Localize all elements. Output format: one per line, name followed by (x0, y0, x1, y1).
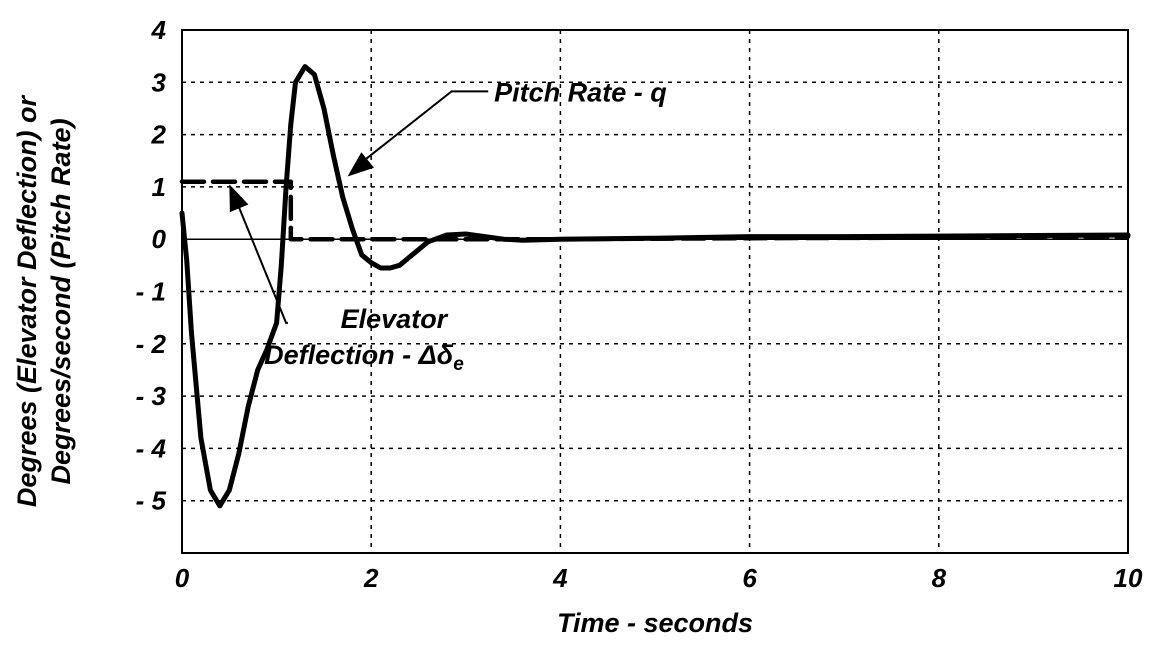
annotation-elevator-arrowhead (229, 184, 249, 213)
y-tick-label: 1 (152, 172, 166, 202)
y-axis-title-line1: Degrees (Elevator Deflection) or (12, 94, 42, 507)
y-tick-label: 4 (151, 15, 167, 45)
annotation-elevator-label-line1: Elevator (341, 304, 449, 334)
annotation-elevator-label-line2: Deflection - Δδe (264, 340, 464, 375)
x-axis-title: Time - seconds (557, 608, 753, 638)
x-tick-label: 0 (175, 563, 190, 593)
x-tick-label: 10 (1114, 563, 1143, 593)
y-tick-label: - 3 (136, 381, 167, 411)
plot-frame (181, 29, 1129, 554)
x-tick-label: 4 (552, 563, 568, 593)
annotation-elevator-label-subscript: e (453, 354, 464, 375)
y-tick-label: 2 (151, 120, 167, 150)
series-elevator-deflection-line (179, 179, 1131, 242)
annotation-pitch-rate-leader (360, 90, 489, 164)
y-tick-label: - 2 (136, 329, 167, 359)
x-tick-label: 6 (742, 563, 757, 593)
annotation-elevator-label-symbol: Δδ (418, 340, 454, 370)
series-layer (179, 64, 1131, 509)
annotation-pitch-rate-arrowhead (347, 152, 375, 177)
y-tick-label: 0 (152, 224, 167, 254)
annotation-pitch-rate-label: Pitch Rate - q (494, 77, 667, 107)
annotation-elevator-leader (234, 197, 288, 324)
annotation-layer: Pitch Rate - q Elevator Deflection - Δδe (229, 77, 667, 375)
series-pitch-rate-line (179, 64, 1131, 509)
x-tick-label: 2 (363, 563, 379, 593)
axis-titles: Time - seconds Degrees (Elevator Deflect… (12, 94, 753, 638)
y-tick-label: - 5 (136, 486, 167, 516)
y-tick-label: - 4 (136, 433, 167, 463)
x-tick-label: 8 (932, 563, 947, 593)
y-tick-label: 3 (152, 67, 167, 97)
y-tick-label: - 1 (136, 277, 166, 307)
annotation-elevator-label-text: Deflection - (264, 340, 419, 370)
y-axis-title-line2: Degrees/second (Pitch Rate) (46, 118, 76, 484)
